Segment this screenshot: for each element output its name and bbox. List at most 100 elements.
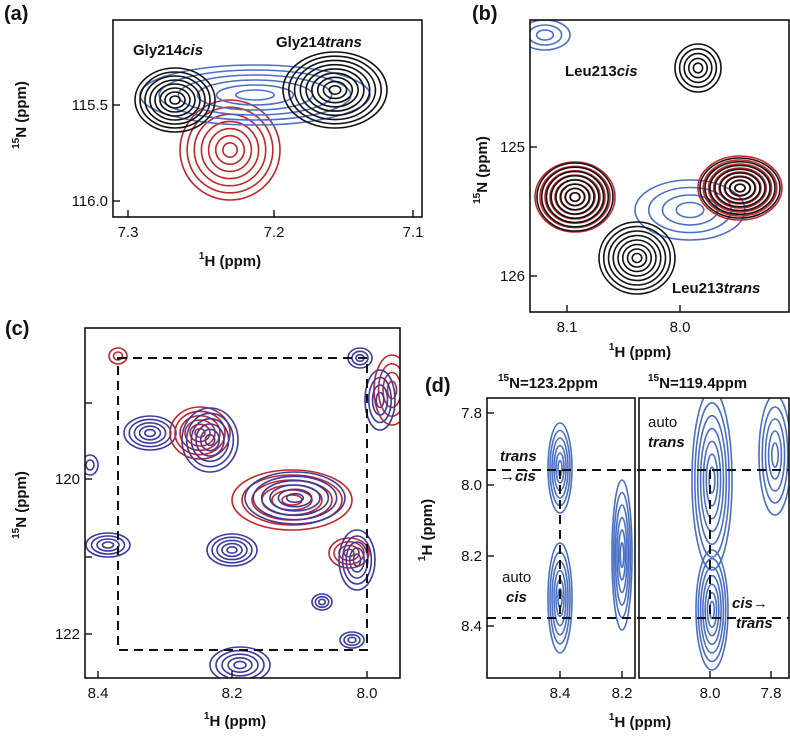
- contour: [696, 414, 728, 546]
- contour: [221, 542, 243, 558]
- contour: [555, 452, 565, 484]
- contour: [612, 234, 662, 282]
- annotation: cis→ trans: [732, 595, 773, 632]
- contour: [547, 422, 573, 514]
- contour: [159, 87, 191, 113]
- contour: [231, 469, 353, 531]
- contour: [382, 371, 400, 409]
- contour: [692, 62, 704, 74]
- x-tick-label: 8.0: [670, 319, 691, 336]
- panel-label: (d): [425, 375, 451, 397]
- contour: [328, 84, 342, 96]
- contour: [154, 83, 196, 117]
- contour: [718, 171, 762, 205]
- contour: [683, 52, 713, 84]
- y-tick-label: 8.0: [461, 477, 482, 494]
- contour: [347, 636, 357, 644]
- contour: [704, 160, 776, 216]
- y-tick-label: 122: [55, 626, 80, 643]
- contour: [314, 595, 330, 609]
- panel-label: (c): [5, 318, 29, 340]
- x-ticks: 8.1 8.0 125 126: [500, 139, 690, 336]
- y-tick-label: 125: [500, 139, 525, 156]
- y-axis-label: 1H (ppm): [417, 499, 436, 561]
- contour: [241, 474, 343, 526]
- contour: [544, 169, 606, 225]
- contour: [694, 402, 730, 558]
- contour: [699, 157, 781, 219]
- contour: [287, 55, 383, 125]
- contour: [260, 479, 330, 517]
- contour: [621, 243, 653, 273]
- y-tick-label: 126: [500, 268, 525, 285]
- x-axis-label: 1H (ppm): [199, 251, 261, 270]
- contour: [134, 67, 216, 133]
- plot-frame: [112, 19, 423, 218]
- contour: [227, 656, 253, 673]
- contour: [185, 412, 235, 468]
- contour: [714, 168, 766, 208]
- contour: [149, 79, 201, 121]
- x-axis-label: 1H (ppm): [609, 712, 671, 731]
- contour: [551, 437, 569, 499]
- contour: [758, 398, 789, 516]
- x-tick-label: 7.1: [403, 224, 424, 241]
- contour: [626, 248, 648, 268]
- contour: [712, 167, 768, 209]
- contour: [85, 459, 95, 471]
- contour: [702, 440, 722, 520]
- x-ticks: 7.3 7.2 7.1 115.5 116.0: [72, 97, 424, 241]
- x-tick-label: 8.0: [700, 685, 721, 702]
- contour: [221, 653, 259, 677]
- contour: [133, 421, 167, 444]
- contour: [341, 535, 373, 585]
- contour: [770, 442, 779, 468]
- contour: [200, 120, 260, 180]
- contour: [293, 59, 377, 121]
- contour: [535, 29, 555, 41]
- contour: [244, 471, 346, 525]
- contour: [164, 91, 186, 109]
- contour: [598, 221, 676, 295]
- contour: [222, 142, 238, 158]
- contour: [204, 433, 216, 447]
- contour: [707, 163, 773, 213]
- contour: [708, 466, 716, 494]
- y-axis-label: 15N (ppm): [11, 471, 30, 539]
- contour: [215, 84, 295, 106]
- contour: [559, 183, 591, 211]
- contour: [179, 414, 221, 452]
- contour: [702, 159, 778, 217]
- contour: [96, 538, 120, 552]
- contour: [569, 191, 581, 203]
- contour: [211, 536, 253, 564]
- contour: [550, 174, 600, 220]
- contour: [612, 491, 632, 619]
- contour: [617, 239, 657, 277]
- contour: [186, 106, 274, 194]
- contour: [226, 545, 238, 554]
- x-tick-label: 8.4: [88, 685, 109, 702]
- contour: [285, 492, 305, 504]
- y-tick-label: 8.4: [461, 618, 482, 635]
- contour: [697, 155, 783, 221]
- x-tick-label: 8.4: [550, 685, 571, 702]
- contour: [619, 541, 625, 569]
- x-axis-label: 1H (ppm): [204, 711, 266, 730]
- contour: [207, 127, 253, 173]
- contour: [174, 410, 226, 456]
- contour: [691, 398, 733, 571]
- contour: [536, 162, 614, 232]
- plot-frame: [638, 397, 790, 679]
- contour: [564, 187, 586, 207]
- contour: [322, 80, 348, 100]
- y-tick-label: 8.2: [461, 548, 482, 565]
- contour: [311, 72, 359, 108]
- contour: [311, 593, 333, 611]
- contour: [704, 583, 720, 637]
- contour: [348, 547, 365, 573]
- contour: [352, 553, 362, 567]
- x-tick-label: 7.2: [264, 224, 285, 241]
- contour: [602, 225, 672, 291]
